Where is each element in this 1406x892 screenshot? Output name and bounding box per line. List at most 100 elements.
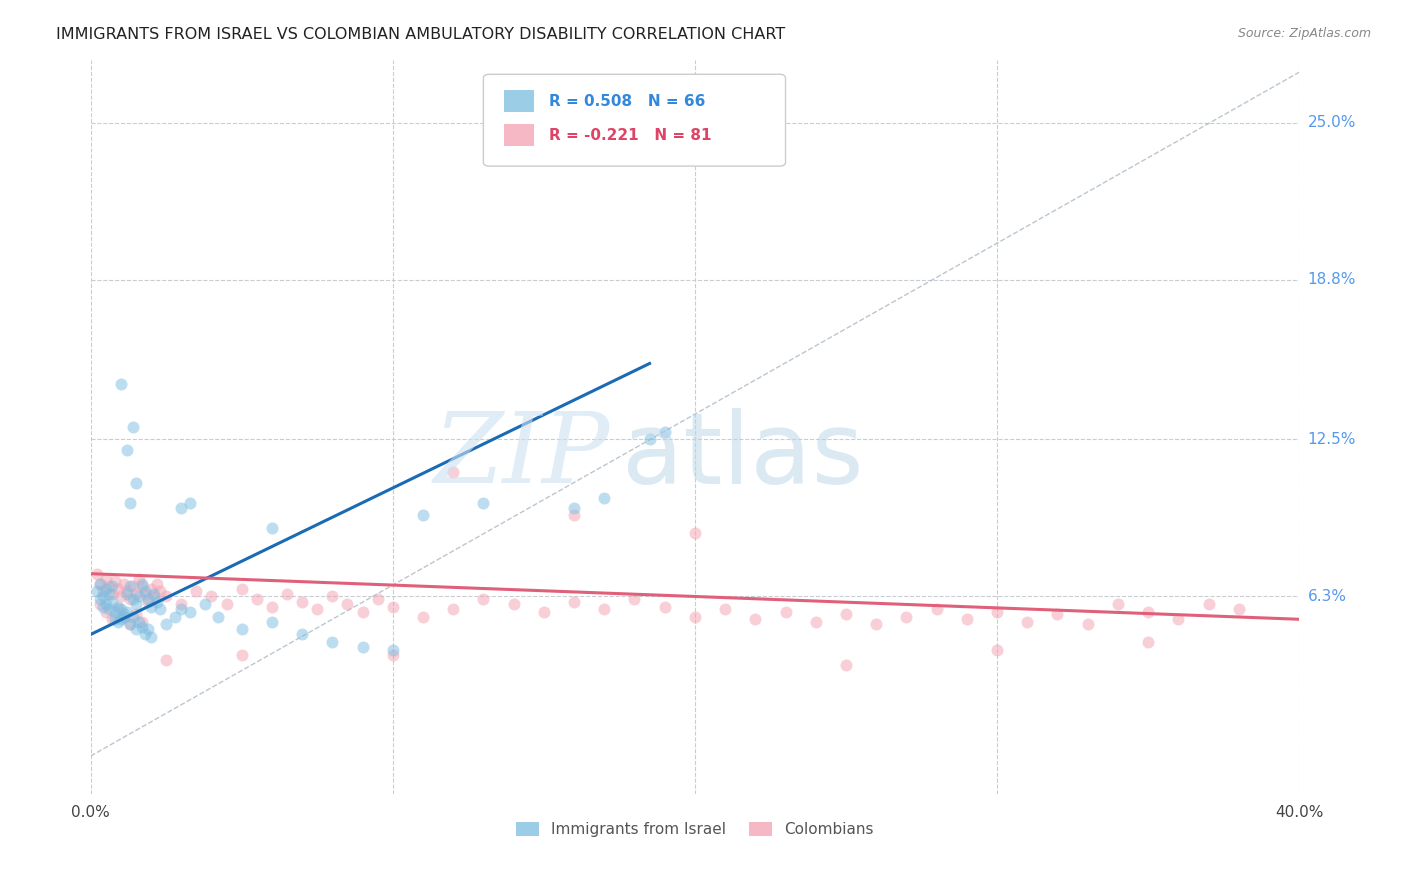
Point — [925, 602, 948, 616]
Point — [1227, 602, 1250, 616]
Point — [956, 612, 979, 626]
Point — [97, 602, 120, 616]
Point — [231, 648, 253, 662]
Point — [276, 587, 298, 601]
Point — [149, 584, 172, 599]
Point — [118, 579, 141, 593]
Point — [260, 521, 283, 535]
Point — [321, 590, 343, 604]
Point — [115, 442, 138, 457]
Point — [125, 607, 148, 622]
Point — [472, 592, 495, 607]
Point — [307, 602, 329, 616]
Point — [200, 590, 222, 604]
Point — [86, 566, 108, 581]
Point — [143, 590, 166, 604]
Point — [100, 579, 122, 593]
Point — [231, 623, 253, 637]
Legend: Immigrants from Israel, Colombians: Immigrants from Israel, Colombians — [509, 814, 882, 845]
Point — [131, 579, 153, 593]
Point — [562, 500, 585, 515]
Point — [134, 627, 156, 641]
Point — [986, 605, 1008, 619]
Point — [139, 630, 162, 644]
Point — [122, 592, 145, 607]
Point — [291, 594, 314, 608]
Text: 6.3%: 6.3% — [1308, 589, 1347, 604]
Text: 12.5%: 12.5% — [1308, 432, 1355, 447]
Point — [139, 582, 162, 596]
Point — [291, 627, 314, 641]
Point — [136, 623, 159, 637]
Point — [131, 577, 153, 591]
Point — [896, 609, 918, 624]
Point — [128, 572, 150, 586]
Point — [89, 577, 111, 591]
Text: R = -0.221   N = 81: R = -0.221 N = 81 — [548, 128, 711, 143]
Point — [107, 602, 129, 616]
Point — [128, 590, 150, 604]
Point — [381, 642, 404, 657]
Point — [94, 605, 117, 619]
Point — [683, 526, 706, 541]
Point — [502, 597, 524, 611]
Point — [412, 508, 434, 523]
Point — [128, 615, 150, 629]
Point — [1198, 597, 1220, 611]
Point — [143, 587, 166, 601]
Point — [139, 599, 162, 614]
Point — [593, 491, 616, 505]
Point — [112, 609, 135, 624]
Bar — [503, 90, 534, 112]
Point — [104, 612, 127, 626]
FancyBboxPatch shape — [484, 74, 786, 166]
Point — [100, 594, 122, 608]
Point — [115, 587, 138, 601]
Point — [94, 597, 117, 611]
Point — [472, 496, 495, 510]
Point — [170, 500, 193, 515]
Point — [986, 642, 1008, 657]
Point — [115, 584, 138, 599]
Text: Source: ZipAtlas.com: Source: ZipAtlas.com — [1237, 27, 1371, 40]
Point — [125, 623, 148, 637]
Point — [112, 577, 135, 591]
Point — [146, 594, 169, 608]
Point — [381, 648, 404, 662]
Point — [91, 590, 114, 604]
Text: IMMIGRANTS FROM ISRAEL VS COLOMBIAN AMBULATORY DISABILITY CORRELATION CHART: IMMIGRANTS FROM ISRAEL VS COLOMBIAN AMBU… — [56, 27, 786, 42]
Point — [100, 587, 122, 601]
Point — [1077, 617, 1099, 632]
Point — [441, 602, 464, 616]
Point — [215, 597, 238, 611]
Point — [714, 602, 737, 616]
Point — [89, 577, 111, 591]
Point — [118, 617, 141, 632]
Point — [352, 640, 374, 654]
Point — [1107, 597, 1129, 611]
Point — [260, 599, 283, 614]
Point — [118, 617, 141, 632]
Point — [207, 609, 229, 624]
Point — [125, 597, 148, 611]
Point — [136, 594, 159, 608]
Point — [146, 577, 169, 591]
Point — [125, 475, 148, 490]
Point — [97, 587, 120, 601]
Point — [110, 612, 132, 626]
Point — [744, 612, 766, 626]
Point — [835, 607, 858, 622]
Text: atlas: atlas — [623, 408, 865, 505]
Point — [179, 496, 201, 510]
Point — [441, 466, 464, 480]
Point — [94, 572, 117, 586]
Point — [170, 602, 193, 616]
Point — [804, 615, 827, 629]
Point — [155, 653, 177, 667]
Point — [155, 617, 177, 632]
Point — [1137, 635, 1160, 649]
Point — [155, 590, 177, 604]
Point — [86, 584, 108, 599]
Point — [381, 599, 404, 614]
Point — [115, 605, 138, 619]
